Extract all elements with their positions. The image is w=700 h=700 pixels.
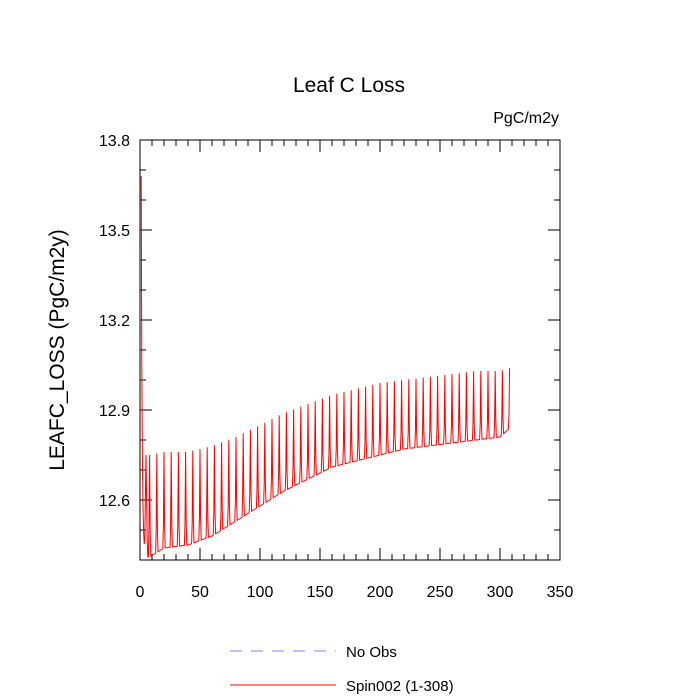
x-tick-label: 150	[307, 584, 334, 601]
chart-title: Leaf C Loss	[293, 74, 405, 97]
plot-frame	[139, 139, 561, 561]
legend-label-spin002: Spin002 (1-308)	[346, 678, 454, 695]
legend: No Obs Spin002 (1-308)	[230, 644, 454, 695]
x-tick-label: 100	[247, 584, 274, 601]
legend-label-no-obs: No Obs	[346, 644, 397, 661]
tick-marks	[139, 139, 561, 560]
y-tick-label: 12.9	[99, 403, 130, 420]
y-tick-label: 13.2	[99, 313, 130, 330]
x-tick-label: 350	[547, 584, 574, 601]
units-label: PgC/m2y	[493, 110, 559, 127]
y-tick-label: 13.8	[99, 133, 130, 150]
y-tick-label: 13.5	[99, 223, 130, 240]
x-tick-label: 200	[367, 584, 394, 601]
y-axis-label: LEAFC_LOSS (PgC/m2y)	[46, 229, 69, 471]
y-tick-label: 12.6	[99, 493, 130, 510]
tick-labels: 0 50 100 150 200 250 300 350 12.6 12.9 13.2 13.5 13.…	[99, 133, 574, 601]
x-tick-label: 50	[191, 584, 209, 601]
x-tick-label: 0	[136, 584, 145, 601]
x-tick-label: 300	[487, 584, 514, 601]
x-tick-label: 250	[427, 584, 454, 601]
series-line-spin002	[140, 175, 511, 558]
